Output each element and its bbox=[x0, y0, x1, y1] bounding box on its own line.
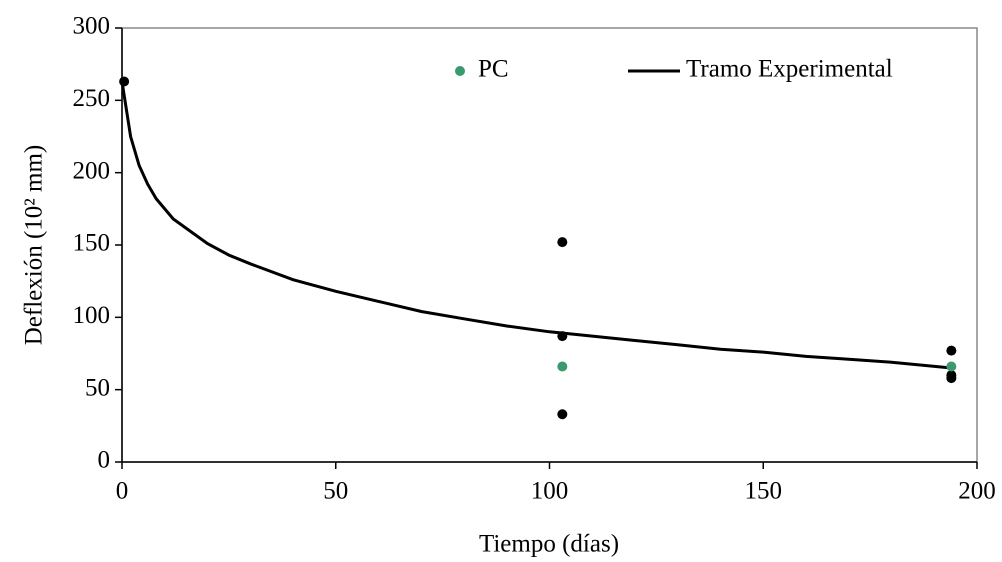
y-tick-label: 250 bbox=[73, 85, 111, 112]
data-point bbox=[119, 76, 130, 87]
data-point bbox=[557, 331, 568, 342]
y-axis-label: Deflexión (10² mm) bbox=[21, 145, 48, 346]
x-tick-label: 150 bbox=[745, 478, 783, 505]
legend-swatch bbox=[455, 66, 465, 76]
x-tick-label: 0 bbox=[116, 478, 129, 505]
data-point bbox=[557, 361, 568, 372]
y-tick-label: 200 bbox=[73, 157, 111, 184]
plot-frame bbox=[121, 27, 978, 463]
x-tick-label: 50 bbox=[323, 478, 348, 505]
data-point bbox=[557, 409, 568, 420]
y-tick-label: 50 bbox=[85, 374, 110, 401]
legend-label: PC bbox=[478, 56, 509, 83]
y-tick-label: 300 bbox=[73, 13, 111, 40]
data-line bbox=[120, 81, 952, 370]
legend-label: Tramo Experimental bbox=[686, 56, 893, 83]
y-tick-label: 100 bbox=[73, 302, 111, 329]
data-point bbox=[946, 361, 957, 372]
data-point bbox=[557, 237, 568, 248]
data-point bbox=[946, 373, 957, 384]
x-tick-label: 100 bbox=[531, 478, 569, 505]
y-tick-label: 0 bbox=[98, 447, 111, 474]
x-tick-label: 200 bbox=[958, 478, 996, 505]
data-point bbox=[946, 345, 957, 356]
y-tick-label: 150 bbox=[73, 230, 111, 257]
x-axis-label: Tiempo (días) bbox=[479, 531, 619, 558]
